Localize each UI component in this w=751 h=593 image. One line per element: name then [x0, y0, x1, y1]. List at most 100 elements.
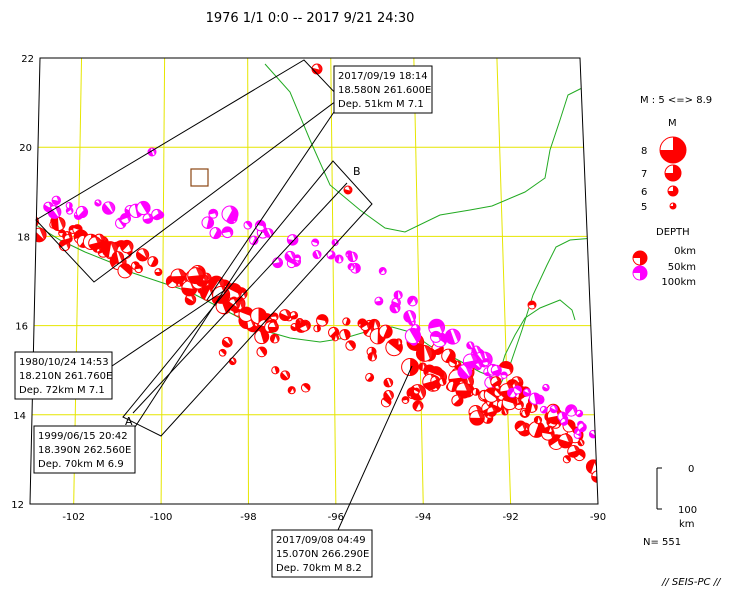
depth-legend-label: 50km: [668, 262, 696, 273]
depth-scale-top: 0: [688, 464, 694, 475]
earthquake-marker: [221, 226, 234, 239]
earthquake-marker: [271, 366, 280, 375]
earthquake-marker: [401, 358, 420, 376]
earthquake-marker: [565, 404, 578, 417]
earthquake-marker: [339, 328, 351, 341]
earthquake-marker: [286, 234, 299, 246]
earthquake-marker: [134, 264, 143, 274]
coastline-segment: [264, 63, 583, 233]
earthquake-marker: [367, 351, 378, 362]
earthquake-marker: [254, 219, 267, 232]
earthquake-marker: [312, 250, 322, 260]
magnitude-legend-symbol: [659, 136, 687, 164]
depth-legend-label: 0km: [674, 246, 696, 257]
software-credit: // SEIS-PC //: [661, 577, 722, 588]
earthquake-marker: [474, 362, 483, 371]
depth-scale-unit: km: [679, 519, 695, 530]
earthquake-marker: [430, 375, 440, 385]
latitude-tick-label: 14: [13, 411, 26, 422]
earthquake-marker: [142, 213, 154, 224]
magnitude-legend-symbol: [669, 202, 677, 210]
earthquake-marker: [298, 320, 310, 332]
earthquake-marker: [286, 258, 297, 269]
earthquake-marker: [528, 392, 542, 405]
earthquake-marker: [562, 455, 571, 464]
longitude-tick-label: -90: [590, 512, 606, 523]
earthquake-marker: [311, 63, 323, 75]
earthquake-marker: [415, 345, 433, 362]
earthquake-marker: [228, 357, 237, 366]
earthquake-marker: [374, 296, 384, 306]
earthquake-marker: [201, 216, 215, 229]
earthquake-marker: [119, 212, 131, 224]
earthquake-marker: [455, 382, 472, 399]
earthquake-marker: [117, 263, 133, 279]
depth-scale-bar: 0 100 km: [656, 464, 697, 530]
earthquake-marker: [221, 336, 233, 348]
earthquake-marker: [466, 341, 475, 350]
earthquake-marker: [412, 387, 421, 395]
earthquake-marker: [280, 370, 291, 381]
earthquake-marker: [365, 372, 375, 382]
earthquake-marker: [75, 205, 89, 219]
axis-tick-labels: 22 20 18 16 14 12 -102 -100 -98 -96 -94 -92 -90: [11, 54, 606, 523]
depth-legend-symbol: [632, 250, 648, 266]
earthquake-marker: [514, 420, 527, 433]
longitude-gridline: [496, 57, 512, 505]
earthquake-marker: [347, 251, 358, 263]
earthquake-marker: [311, 238, 320, 247]
longitude-gridline: [330, 57, 337, 505]
magnitude-range: M : 5 <=> 8.9: [640, 95, 712, 106]
earthquake-marker: [287, 386, 296, 395]
earthquake-marker: [342, 317, 351, 326]
earthquake-marker: [522, 388, 532, 397]
event-callout-1980-10-24: 1980/10/24 14:53 18.210N 261.760E Dep. 7…: [14, 351, 113, 400]
earthquake-marker: [94, 199, 102, 207]
earthquake-marker: [401, 396, 410, 404]
magnitude-legend-symbol: [667, 185, 679, 197]
earthquake-marker: [451, 394, 464, 407]
coastline-segment: [499, 237, 596, 386]
earthquake-marker: [429, 330, 442, 343]
event-count: N= 551: [643, 537, 681, 548]
event-date: 1999/06/15 20:42: [38, 431, 128, 442]
earthquake-marker: [462, 353, 479, 369]
longitude-gridline: [413, 57, 424, 505]
longitude-tick-label: -100: [150, 512, 173, 523]
earthquake-marker: [154, 268, 163, 277]
event-location: 18.580N 261.600E: [338, 85, 431, 96]
earthquake-marker: [533, 415, 543, 425]
earthquake-markers: [30, 63, 598, 483]
earthquake-marker: [334, 254, 344, 264]
earthquake-marker: [343, 185, 353, 195]
event-location: 18.210N 261.760E: [19, 371, 112, 382]
earthquake-marker: [412, 400, 424, 412]
magnitude-legend-label: 8: [641, 146, 647, 157]
event-location: 18.390N 262.560E: [38, 445, 131, 456]
magnitude-legend-items: 8 7 6 5: [641, 136, 687, 213]
earthquake-marker: [347, 263, 355, 271]
magnitude-legend-title: M: [668, 118, 677, 129]
magnitude-legend-label: 6: [641, 187, 647, 198]
lat-lon-grid: [32, 57, 595, 505]
magnitude-legend-label: 7: [641, 169, 647, 180]
earthquake-marker: [218, 348, 227, 357]
earthquake-marker: [249, 235, 259, 246]
depth-scale-bottom: 100: [678, 505, 697, 516]
latitude-tick-label: 20: [19, 143, 32, 154]
event-leader-lines: [111, 111, 413, 531]
depth-legend-items: 0km 50km 100km: [632, 246, 696, 288]
magnitude-legend-symbol: [664, 164, 682, 182]
depth-legend-symbol: [632, 265, 648, 281]
earthquake-marker: [88, 236, 102, 251]
longitude-tick-label: -92: [502, 512, 518, 523]
earthquake-marker: [448, 358, 458, 368]
earthquake-marker: [513, 385, 523, 395]
earthquake-marker: [404, 327, 422, 345]
station-square-marker: [190, 168, 209, 187]
earthquake-marker: [441, 348, 456, 364]
earthquake-marker: [345, 340, 356, 351]
longitude-tick-label: -102: [62, 512, 85, 523]
